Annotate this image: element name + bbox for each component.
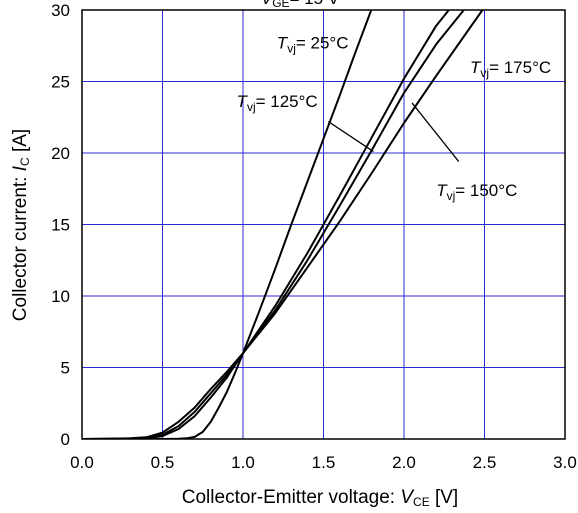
annotation-label: Tvj= 125°C — [237, 92, 318, 114]
annotation-leader-1 — [411, 102, 460, 162]
x-tick-label: 1.0 — [231, 453, 255, 472]
y-axis-ticks: 0 5 10 15 20 25 30 — [51, 1, 70, 449]
y-tick-label: 5 — [61, 359, 70, 378]
series-line-3 — [82, 10, 484, 439]
y-tick-label: 25 — [51, 73, 70, 92]
y-tick-label: 10 — [51, 287, 70, 306]
annotation-leaders — [327, 102, 460, 162]
x-tick-label: 0.0 — [70, 453, 94, 472]
top-cutoff-label: VGE= 15 V — [261, 0, 340, 10]
x-axis-title: Collector-Emitter voltage: VCE [V] — [182, 487, 458, 509]
annotation-leader-0 — [327, 120, 374, 153]
series-group — [82, 10, 484, 439]
y-tick-label: 20 — [51, 144, 70, 163]
annotation-label: Tvj= 25°C — [277, 34, 349, 56]
y-axis-title: Collector current: IC [A] — [10, 129, 32, 321]
y-tick-label: 0 — [61, 430, 70, 449]
annotation-label: Tvj= 175°C — [470, 58, 551, 80]
x-tick-label: 1.5 — [312, 453, 336, 472]
y-tick-label: 15 — [51, 216, 70, 235]
annotations: Tvj= 25°C Tvj= 125°C Tvj= 150°C Tvj= 175°C — [237, 34, 552, 203]
x-tick-label: 2.5 — [473, 453, 497, 472]
plot-frame — [81, 9, 566, 440]
series-line-0 — [82, 10, 373, 439]
x-tick-label: 3.0 — [553, 453, 577, 472]
x-tick-label: 0.5 — [151, 453, 175, 472]
y-tick-label: 30 — [51, 1, 70, 20]
x-axis-ticks: 0.0 0.5 1.0 1.5 2.0 2.5 3.0 — [70, 453, 577, 472]
annotation-label: Tvj= 150°C — [436, 181, 517, 203]
x-tick-label: 2.0 — [392, 453, 416, 472]
grid — [82, 10, 565, 439]
